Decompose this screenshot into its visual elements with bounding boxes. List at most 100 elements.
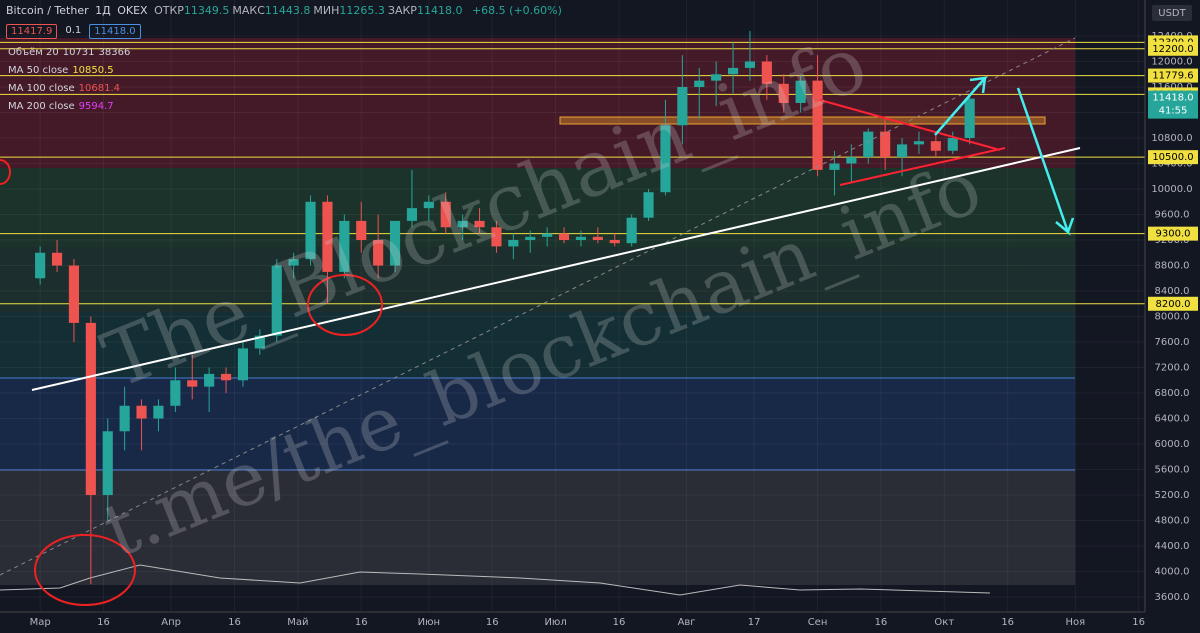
candle-body: [136, 405, 147, 419]
levels: [0, 41, 1145, 305]
grid: [0, 0, 1145, 612]
level-label: 11779.6: [1152, 71, 1193, 82]
indicator-value: 9594.7: [78, 101, 114, 112]
indicator-value: 10850.5: [72, 65, 114, 76]
x-tick-label: 17: [748, 617, 761, 628]
indicator-value: 10681.4: [78, 83, 121, 94]
candle-body: [880, 131, 891, 158]
currency: USDT: [1158, 8, 1186, 19]
volume-ma: [0, 564, 991, 596]
y-tick-label: 6000.0: [1155, 439, 1190, 450]
y-tick-label: 10800.0: [1151, 133, 1192, 144]
y-tick-label: 6800.0: [1155, 388, 1190, 399]
y-tick-label: 7200.0: [1155, 363, 1190, 374]
candle-body: [508, 240, 519, 247]
candle-body: [187, 380, 198, 387]
ohlc-label: ЗАКР: [387, 4, 417, 17]
candle-body: [85, 322, 96, 496]
x-tick-label: Июн: [418, 617, 440, 628]
y-tick-label: 4800.0: [1155, 516, 1190, 527]
symbol-header: Bitcoin / Tether 1Д OKEX ОТКР11349.5 МАКС…: [6, 4, 565, 17]
triangle-line: [819, 99, 1001, 151]
candle-body: [305, 201, 316, 260]
triangle-line: [839, 147, 1006, 186]
indicator-name: MA 100 close: [8, 83, 75, 94]
candle-body: [964, 98, 975, 139]
candle-body: [744, 61, 756, 68]
candle-body: [423, 201, 434, 209]
y-tick-label: 5600.0: [1155, 465, 1190, 476]
y-tick-label: 7600.0: [1155, 337, 1190, 348]
currency-badge[interactable]: [1152, 5, 1192, 21]
indicator: MA 100 close 10681.4: [8, 83, 124, 94]
candle-body: [558, 233, 570, 241]
x-tick-label: 16: [97, 617, 110, 628]
x-tick-label: Ноя: [1065, 617, 1085, 628]
change: +68.5 (+0.60%): [471, 4, 562, 17]
candle-body: [288, 259, 299, 266]
ohlc-value: 11418.0: [416, 4, 463, 17]
x-tick-label: Апр: [161, 617, 181, 628]
y-tick-label: 12000.0: [1151, 57, 1192, 68]
interval: 1Д: [95, 4, 111, 17]
ohlc-value: 11349.5: [183, 4, 230, 17]
candle-body: [896, 144, 908, 158]
candle-body: [220, 373, 232, 381]
x-tick-label: 16: [228, 617, 241, 628]
candle-body: [947, 138, 958, 151]
candle-body: [474, 220, 485, 228]
y-tick-label: 8800.0: [1155, 261, 1190, 272]
axes: 3600.0 4000.0 4400.0 4800.0 5200.0 5600.0 6000…: [30, 31, 1198, 628]
candle-body: [846, 157, 857, 164]
candle-body: [542, 233, 553, 237]
candle-body: [795, 80, 806, 103]
level-badge: [1148, 150, 1198, 165]
indicator: MA 50 close 10850.5: [8, 65, 118, 76]
level-label: 10500.0: [1152, 152, 1193, 163]
level-badge: [1148, 68, 1198, 83]
indicator-value: 10731: [62, 47, 95, 58]
indicator-name: MA 50 close: [8, 65, 69, 76]
circle-mark: [0, 159, 11, 185]
candle-body: [609, 240, 620, 244]
candle-body: [406, 208, 418, 221]
level-label: 9300.0: [1156, 229, 1191, 240]
sell-price[interactable]: 11417.9: [6, 24, 58, 39]
candle-body: [727, 67, 739, 75]
circle-mark: [307, 274, 383, 336]
candle-body: [778, 83, 789, 103]
circle-mark: [34, 534, 136, 606]
trend-line: [31, 147, 1081, 391]
arrow-down: [1016, 87, 1075, 236]
candle-body: [525, 236, 536, 241]
x-tick-label: Авг: [678, 617, 696, 628]
candle-body: [761, 61, 772, 84]
buy-price[interactable]: 11418.0: [89, 24, 141, 39]
time-axis: [0, 612, 1145, 633]
candle-body: [660, 125, 671, 193]
level-label: 12200.0: [1152, 44, 1193, 55]
candle-body: [204, 373, 215, 387]
y-tick-label: 8000.0: [1155, 312, 1190, 323]
level-badge: [1148, 226, 1198, 241]
spread: 0.1: [65, 25, 82, 36]
candle-body: [491, 227, 502, 247]
last-price-label: 11418.0: [1152, 93, 1193, 104]
y-tick-label: 10000.0: [1151, 184, 1192, 195]
ohlc: ОТКР11349.5 МАКС11443.8 МИН11265.3 ЗАКР1141…: [154, 4, 465, 17]
x-tick-label: 16: [875, 617, 888, 628]
y-tick-label: 5200.0: [1155, 490, 1190, 501]
indicator-name: Объём 20: [8, 47, 59, 58]
indicator: Объём 20 10731 38366: [8, 47, 134, 58]
candle-body: [575, 236, 587, 241]
candle-body: [711, 74, 722, 81]
y-tick-label: 8400.0: [1155, 286, 1190, 297]
arrow-up: [934, 76, 989, 136]
y-tick-label: 9600.0: [1155, 210, 1190, 221]
ohlc-label: МИН: [313, 4, 340, 17]
candle-body: [677, 87, 688, 126]
candle-body: [694, 80, 705, 88]
zone: [0, 470, 1075, 585]
last-price-badge: [1148, 90, 1198, 119]
